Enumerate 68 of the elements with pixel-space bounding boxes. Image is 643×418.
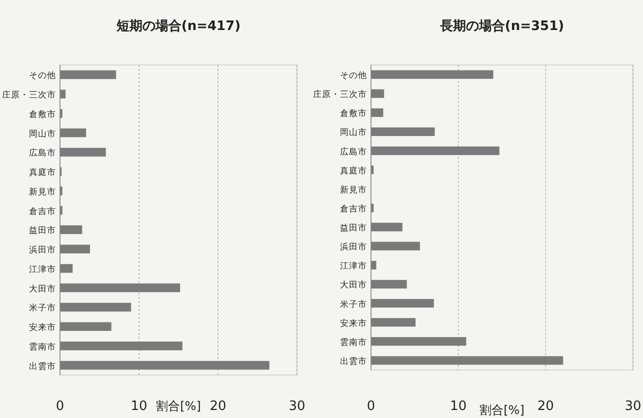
- bar: [371, 70, 494, 79]
- y-tick-label: 真庭市: [29, 167, 56, 178]
- y-tick-label: 浜田市: [340, 242, 367, 253]
- x-tick-label: 0: [366, 399, 376, 414]
- y-tick-label: 倉吉市: [340, 203, 367, 214]
- bar: [60, 244, 90, 254]
- y-tick-label: 倉吉市: [29, 206, 56, 217]
- y-tick-label: 益田市: [29, 225, 56, 236]
- y-tick-label: 益田市: [340, 222, 367, 234]
- y-tick-label: 大田市: [29, 283, 56, 294]
- bar: [60, 360, 270, 370]
- y-tick-label: 庄原・三次市: [2, 90, 56, 101]
- bar: [371, 318, 416, 327]
- bar: [371, 280, 407, 289]
- bar: [371, 89, 384, 98]
- x-tick-label: 10: [450, 399, 467, 414]
- y-tick-label: 倉敷市: [29, 108, 56, 120]
- x-tick-label: 10: [130, 399, 148, 414]
- y-tick-label: 新見市: [340, 184, 367, 196]
- y-tick-label: 雲南市: [29, 341, 56, 352]
- y-tick-label: 広島市: [29, 148, 56, 159]
- y-tick-label: 岡山市: [340, 127, 367, 138]
- bar: [371, 108, 384, 117]
- y-tick-label: 米子市: [29, 302, 56, 314]
- y-tick-label: 新見市: [29, 186, 56, 198]
- y-tick-label: 大田市: [340, 280, 367, 291]
- y-tick-label: 安来市: [340, 318, 367, 329]
- bar: [60, 128, 86, 138]
- bar: [60, 148, 106, 157]
- x-axis-title: 割合[%]: [156, 399, 201, 413]
- bar: [60, 225, 82, 234]
- bar: [371, 146, 500, 156]
- y-tick-label: その他: [340, 70, 367, 82]
- y-tick-label: 真庭市: [340, 165, 367, 176]
- x-tick-label: 30: [624, 399, 642, 414]
- y-tick-label: 広島市: [340, 146, 367, 158]
- bar: [371, 222, 402, 232]
- bar: [371, 242, 420, 250]
- bar: [60, 90, 66, 98]
- bar: [60, 264, 73, 273]
- x-tick-label: 30: [288, 399, 306, 414]
- bar: [371, 356, 564, 365]
- x-tick-label: 20: [210, 399, 226, 414]
- bar: [60, 302, 132, 312]
- bar: [60, 283, 180, 292]
- x-tick-label: 0: [56, 399, 64, 414]
- y-tick-label: 浜田市: [29, 244, 56, 256]
- y-tick-label: 安来市: [29, 322, 56, 334]
- x-axis-title: 割合[%]: [480, 403, 524, 417]
- bar: [371, 127, 435, 136]
- y-tick-label: 倉敷市: [340, 108, 367, 120]
- bar: [371, 298, 434, 308]
- bar: [60, 322, 112, 331]
- bar: [60, 70, 116, 80]
- chart-title: 短期の場合(n=417): [115, 18, 241, 34]
- y-tick-label: 庄原・三次市: [313, 89, 367, 100]
- y-tick-label: 江津市: [29, 264, 56, 275]
- bar: [371, 337, 466, 346]
- y-tick-label: その他: [29, 70, 56, 82]
- y-tick-label: 江津市: [340, 260, 367, 272]
- y-tick-label: 出雲市: [29, 360, 56, 372]
- chart-title: 長期の場合(n=351): [438, 18, 564, 34]
- y-tick-label: 岡山市: [29, 128, 56, 140]
- y-tick-label: 米子市: [340, 298, 367, 310]
- bar: [60, 342, 182, 350]
- x-tick-label: 20: [537, 399, 554, 414]
- y-tick-label: 雲南市: [340, 336, 367, 348]
- y-tick-label: 出雲市: [340, 356, 367, 367]
